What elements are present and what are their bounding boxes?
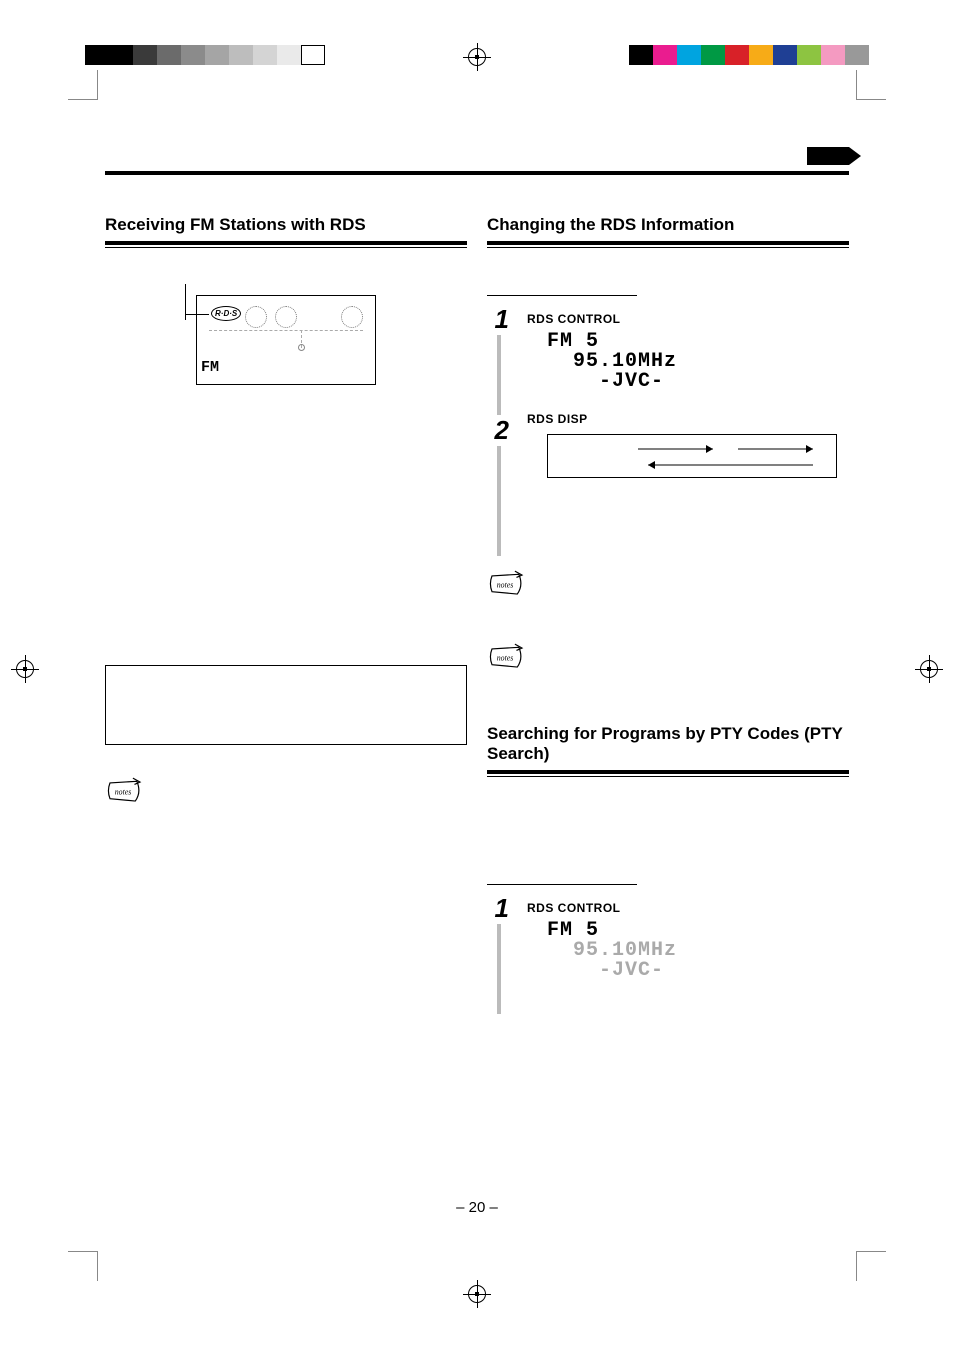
swatch bbox=[301, 45, 325, 65]
left-column: Receiving FM Stations with RDS R·D·S FM … bbox=[105, 215, 467, 1014]
registration-mark-left bbox=[10, 654, 40, 684]
step-number: 1 bbox=[487, 304, 509, 335]
rds-badge-icon: R·D·S bbox=[211, 306, 241, 321]
step-connector bbox=[497, 446, 501, 556]
device-diagram: R·D·S FM bbox=[196, 295, 376, 385]
swatch bbox=[677, 45, 701, 65]
swatch bbox=[181, 45, 205, 65]
crop-mark bbox=[68, 70, 98, 100]
notes-icon: notes bbox=[487, 568, 849, 601]
button-ref: RDS CONTROL bbox=[527, 304, 849, 326]
grayscale-swatch-bar bbox=[85, 45, 325, 65]
fm-label: FM bbox=[201, 359, 219, 376]
registration-mark-bottom bbox=[462, 1279, 492, 1309]
swatch bbox=[749, 45, 773, 65]
crop-mark bbox=[856, 1251, 886, 1281]
step-connector bbox=[497, 924, 501, 1014]
swatch bbox=[253, 45, 277, 65]
swatch bbox=[109, 45, 133, 65]
svg-text:notes: notes bbox=[497, 581, 514, 590]
swatch bbox=[773, 45, 797, 65]
crop-mark bbox=[856, 70, 886, 100]
step-connector bbox=[497, 335, 501, 415]
swatch bbox=[85, 45, 109, 65]
swatch bbox=[797, 45, 821, 65]
divider bbox=[105, 171, 849, 175]
page-number: – 20 – bbox=[456, 1199, 498, 1216]
button-ref: RDS CONTROL bbox=[527, 893, 849, 915]
swatch bbox=[629, 45, 653, 65]
swatch bbox=[821, 45, 845, 65]
notes-icon: notes bbox=[487, 641, 849, 674]
continuation-arrow-icon bbox=[807, 147, 849, 165]
swatch bbox=[133, 45, 157, 65]
swatch bbox=[653, 45, 677, 65]
crop-mark bbox=[68, 1251, 98, 1281]
svg-text:notes: notes bbox=[497, 654, 514, 663]
swatch bbox=[277, 45, 301, 65]
lcd-display: FM 5 95.10MHz -JVC- bbox=[527, 921, 849, 981]
page-content: Receiving FM Stations with RDS R·D·S FM … bbox=[105, 155, 849, 1014]
registration-mark-right bbox=[914, 654, 944, 684]
swatch bbox=[845, 45, 869, 65]
knob-icon bbox=[245, 306, 267, 328]
swatch bbox=[205, 45, 229, 65]
swatch bbox=[229, 45, 253, 65]
swatch bbox=[157, 45, 181, 65]
lcd-display: FM 5 95.10MHz -JVC- bbox=[527, 332, 849, 392]
knob-icon bbox=[275, 306, 297, 328]
section-title: Searching for Programs by PTY Codes (PTY… bbox=[487, 724, 849, 774]
divider bbox=[487, 295, 637, 296]
notes-icon: notes bbox=[105, 775, 467, 808]
flow-diagram bbox=[547, 434, 837, 478]
swatch bbox=[701, 45, 725, 65]
section-title: Receiving FM Stations with RDS bbox=[105, 215, 467, 245]
swatch bbox=[725, 45, 749, 65]
knob-icon bbox=[341, 306, 363, 328]
button-ref: RDS DISP bbox=[527, 398, 849, 426]
registration-mark-top bbox=[462, 42, 492, 72]
svg-text:notes: notes bbox=[115, 788, 132, 797]
section-title: Changing the RDS Information bbox=[487, 215, 849, 245]
step-number: 2 bbox=[487, 415, 509, 446]
right-column: Changing the RDS Information 1 2 RDS CON… bbox=[487, 215, 849, 1014]
info-box bbox=[105, 665, 467, 745]
divider bbox=[487, 884, 637, 885]
color-swatch-bar bbox=[629, 45, 869, 65]
step-number: 1 bbox=[487, 893, 509, 924]
